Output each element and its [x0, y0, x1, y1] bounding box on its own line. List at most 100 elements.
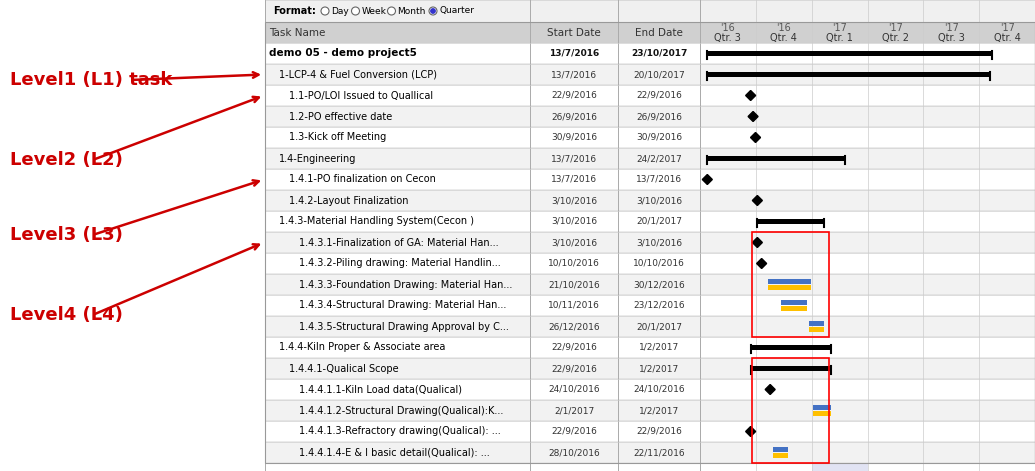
Circle shape [431, 9, 435, 13]
Bar [265, 127, 1035, 148]
Text: '17: '17 [832, 23, 847, 33]
Bar [758, 219, 824, 225]
Bar [265, 64, 1035, 85]
Text: 13/7/2016: 13/7/2016 [549, 49, 599, 58]
Text: 1.4.3.5-Structural Drawing Approval by C...: 1.4.3.5-Structural Drawing Approval by C… [299, 322, 509, 332]
Bar [265, 211, 1035, 232]
Bar [265, 337, 1035, 358]
Text: '16: '16 [776, 23, 791, 33]
Text: Qtr. 1: Qtr. 1 [826, 33, 853, 43]
Circle shape [352, 7, 359, 15]
Text: 22/9/2016: 22/9/2016 [551, 91, 597, 100]
Text: 3/10/2016: 3/10/2016 [635, 196, 682, 205]
Bar [768, 279, 811, 284]
Text: Month: Month [397, 7, 425, 16]
Text: Level1 (L1) task: Level1 (L1) task [10, 71, 173, 89]
Bar [811, 22, 867, 471]
Text: 1.4.3-Material Handling System(Cecon ): 1.4.3-Material Handling System(Cecon ) [279, 217, 474, 227]
Text: Quarter: Quarter [439, 7, 474, 16]
Bar [265, 232, 1035, 253]
Text: Qtr. 3: Qtr. 3 [714, 33, 741, 43]
Text: 1.4.3.2-Piling drawing: Material Handlin...: 1.4.3.2-Piling drawing: Material Handlin… [299, 259, 501, 268]
Text: 26/9/2016: 26/9/2016 [635, 112, 682, 121]
Text: End Date: End Date [635, 27, 683, 38]
Text: 13/7/2016: 13/7/2016 [635, 175, 682, 184]
Text: 3/10/2016: 3/10/2016 [635, 238, 682, 247]
Bar [265, 442, 1035, 463]
Text: '17: '17 [888, 23, 903, 33]
Text: 21/10/2016: 21/10/2016 [549, 280, 600, 289]
Text: 1.4.4.1.4-E & I basic detail(Qualical): ...: 1.4.4.1.4-E & I basic detail(Qualical): … [299, 447, 490, 457]
Text: '17: '17 [1000, 23, 1014, 33]
Text: 24/10/2016: 24/10/2016 [633, 385, 685, 394]
Text: 3/10/2016: 3/10/2016 [551, 217, 597, 226]
Circle shape [428, 7, 437, 15]
Text: 10/10/2016: 10/10/2016 [549, 259, 600, 268]
Text: 28/10/2016: 28/10/2016 [549, 448, 600, 457]
Bar [707, 155, 846, 162]
Bar [265, 253, 1035, 274]
Text: 1.4.1-PO finalization on Cecon: 1.4.1-PO finalization on Cecon [289, 174, 436, 185]
Polygon shape [765, 384, 775, 395]
Bar [812, 405, 831, 410]
Text: 30/9/2016: 30/9/2016 [635, 133, 682, 142]
Bar [265, 400, 1035, 421]
Text: 1/2/2017: 1/2/2017 [639, 343, 679, 352]
Circle shape [321, 7, 329, 15]
Text: 22/9/2016: 22/9/2016 [551, 427, 597, 436]
Polygon shape [757, 259, 767, 268]
Text: 20/1/2017: 20/1/2017 [635, 322, 682, 331]
Bar [0, 0, 265, 471]
Text: Day: Day [331, 7, 349, 16]
Bar [768, 285, 811, 290]
Text: '17: '17 [944, 23, 958, 33]
Text: 22/9/2016: 22/9/2016 [551, 364, 597, 373]
Bar [780, 300, 807, 305]
Bar [265, 0, 1035, 22]
Bar [265, 169, 1035, 190]
Text: 22/9/2016: 22/9/2016 [637, 427, 682, 436]
Text: 30/12/2016: 30/12/2016 [633, 280, 685, 289]
Circle shape [387, 7, 395, 15]
Text: 2/1/2017: 2/1/2017 [554, 406, 594, 415]
Bar [772, 447, 788, 452]
Text: Level2 (L2): Level2 (L2) [10, 151, 123, 169]
Text: 1.4.3.3-Foundation Drawing: Material Han...: 1.4.3.3-Foundation Drawing: Material Han… [299, 279, 512, 290]
Bar [752, 232, 829, 337]
Bar [750, 345, 831, 350]
Text: 24/10/2016: 24/10/2016 [549, 385, 600, 394]
Text: 22/9/2016: 22/9/2016 [551, 343, 597, 352]
Bar [265, 379, 1035, 400]
Polygon shape [745, 427, 756, 437]
Polygon shape [745, 90, 756, 100]
Polygon shape [752, 195, 763, 205]
Bar [265, 274, 1035, 295]
Text: 1-LCP-4 & Fuel Conversion (LCP): 1-LCP-4 & Fuel Conversion (LCP) [279, 70, 437, 80]
Text: Task Name: Task Name [269, 27, 325, 38]
Text: 20/10/2017: 20/10/2017 [633, 70, 685, 79]
Bar [265, 421, 1035, 442]
Bar [772, 453, 788, 458]
Text: 1.4.4-Kiln Proper & Associate area: 1.4.4-Kiln Proper & Associate area [279, 342, 445, 352]
Bar [707, 72, 990, 77]
Text: Qtr. 3: Qtr. 3 [938, 33, 965, 43]
Text: 22/9/2016: 22/9/2016 [637, 91, 682, 100]
Text: 1/2/2017: 1/2/2017 [639, 364, 679, 373]
Bar [812, 411, 831, 416]
Bar [265, 190, 1035, 211]
Text: 13/7/2016: 13/7/2016 [551, 70, 597, 79]
Text: Level4 (L4): Level4 (L4) [10, 306, 123, 324]
Text: 3/10/2016: 3/10/2016 [551, 196, 597, 205]
Bar [265, 106, 1035, 127]
Text: 26/9/2016: 26/9/2016 [551, 112, 597, 121]
Text: 1.4.4.1.2-Structural Drawing(Qualical):K...: 1.4.4.1.2-Structural Drawing(Qualical):K… [299, 406, 503, 415]
Text: 1.1-PO/LOI Issued to Quallical: 1.1-PO/LOI Issued to Quallical [289, 90, 433, 100]
Text: 10/11/2016: 10/11/2016 [549, 301, 600, 310]
Polygon shape [752, 237, 763, 247]
Bar [808, 327, 824, 332]
Text: 13/7/2016: 13/7/2016 [551, 154, 597, 163]
Text: Start Date: Start Date [548, 27, 601, 38]
Text: 20/1/2017: 20/1/2017 [635, 217, 682, 226]
Bar [265, 316, 1035, 337]
Text: Qtr. 2: Qtr. 2 [882, 33, 909, 43]
